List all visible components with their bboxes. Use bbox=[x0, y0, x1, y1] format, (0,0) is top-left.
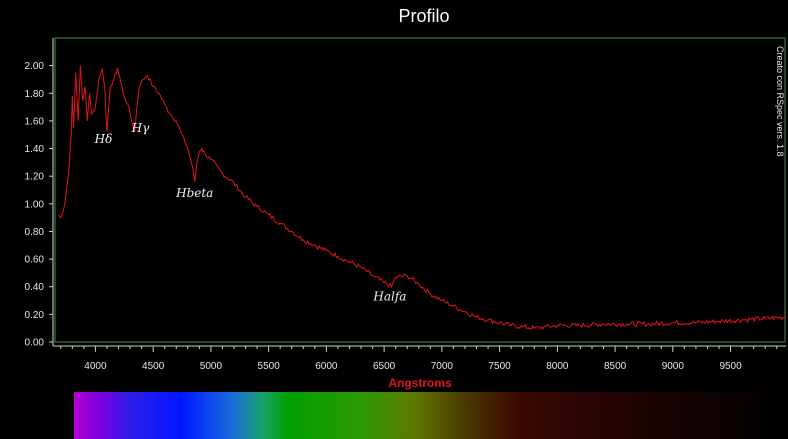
y-tick-label: 1.80 bbox=[25, 89, 45, 100]
y-tick-label: 1.00 bbox=[25, 199, 45, 210]
x-tick-label: 7500 bbox=[488, 361, 511, 372]
y-tick-label: 1.60 bbox=[25, 116, 45, 127]
chart-title: Profilo bbox=[398, 6, 449, 26]
annotation-hbeta: Hbeta bbox=[175, 186, 213, 200]
line-annotations: Hδ Hγ Hbeta Halfa bbox=[94, 121, 407, 304]
x-tick-label: 4000 bbox=[84, 361, 107, 372]
y-tick-label: 0.20 bbox=[25, 310, 45, 321]
x-tick-label: 6500 bbox=[373, 361, 396, 372]
annotation-h: Hδ bbox=[94, 132, 113, 146]
x-axis-label: Angstroms bbox=[388, 376, 452, 390]
x-axis-ticks: 4000 4500 5000 5500 6000 6500 7000 7500 8000 8500… bbox=[60, 346, 778, 372]
x-tick-label: 6000 bbox=[315, 361, 338, 372]
x-tick-label: 5500 bbox=[258, 361, 281, 372]
x-tick-label: 9500 bbox=[719, 361, 742, 372]
y-tick-label: 1.20 bbox=[25, 172, 45, 183]
credit-text: Creato con RSpec vers. 1.8 bbox=[775, 46, 785, 157]
y-tick-label: 0.40 bbox=[25, 282, 45, 293]
x-tick-label: 4500 bbox=[142, 361, 165, 372]
x-tick-label: 5000 bbox=[200, 361, 223, 372]
x-tick-label: 9000 bbox=[662, 361, 685, 372]
x-tick-label: 7000 bbox=[431, 361, 454, 372]
x-tick-label: 8500 bbox=[604, 361, 627, 372]
y-tick-label: 0.80 bbox=[25, 227, 45, 238]
y-tick-label: 0.60 bbox=[25, 255, 45, 266]
y-tick-label: 2.00 bbox=[25, 61, 45, 72]
x-tick-label: 8000 bbox=[546, 361, 569, 372]
y-tick-label: 0.00 bbox=[25, 338, 45, 349]
y-axis-ticks: 0.00 0.20 0.40 0.60 0.80 1.00 1.20 1.40 1.60 1.80… bbox=[25, 61, 53, 349]
annotation-halfa: Halfa bbox=[372, 290, 406, 304]
plot-frame bbox=[54, 37, 786, 343]
annotation-h: Hγ bbox=[131, 121, 150, 135]
y-tick-label: 1.40 bbox=[25, 144, 45, 155]
series-spectrum bbox=[58, 65, 787, 331]
spectrum-strip bbox=[74, 392, 786, 439]
